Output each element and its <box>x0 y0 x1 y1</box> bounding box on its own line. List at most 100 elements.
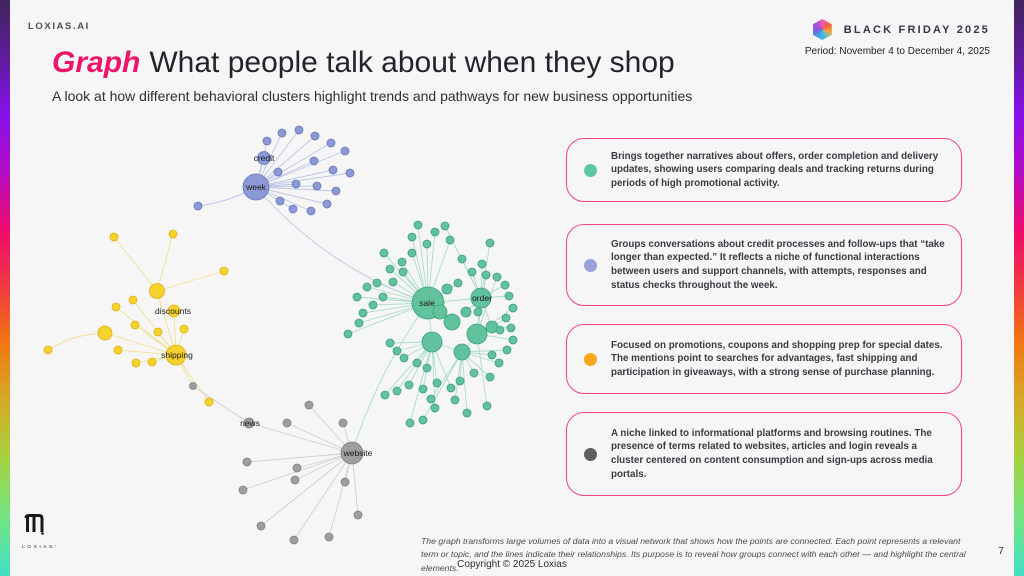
callout-text: Brings together narratives about offers,… <box>611 150 939 189</box>
graph-node <box>193 201 203 211</box>
black-friday-hexagon-icon <box>812 19 832 40</box>
graph-node <box>407 232 417 242</box>
graph-node <box>492 272 502 282</box>
graph-node <box>385 338 395 348</box>
graph-node <box>238 485 248 495</box>
graph-node <box>340 146 350 156</box>
network-graph: sale order week credit discounts shipping news… <box>43 125 518 545</box>
graph-node <box>291 179 301 189</box>
graph-node <box>453 278 463 288</box>
brand-text: LOXIAS.AI <box>28 21 90 32</box>
graph-node <box>379 248 389 258</box>
graph-node <box>362 282 372 292</box>
graph-node <box>328 165 338 175</box>
graph-node <box>432 378 442 388</box>
title-rest: What people talk about when they shop <box>149 46 675 79</box>
graph-node <box>257 151 271 165</box>
graph-node <box>485 372 495 382</box>
graph-node <box>407 248 417 258</box>
graph-node <box>494 358 504 368</box>
event-title: BLACK FRIDAY 2025 <box>843 23 990 36</box>
graph-node <box>243 417 255 429</box>
graph-node-label: sale <box>419 298 435 308</box>
graph-node <box>204 397 214 407</box>
graph-node <box>111 302 121 312</box>
graph-node <box>354 318 364 328</box>
graph-node <box>312 181 322 191</box>
graph-edge <box>260 452 353 527</box>
graph-node <box>495 325 505 335</box>
graph-node <box>388 277 398 287</box>
page-number: 7 <box>998 545 1004 557</box>
graph-node <box>340 477 350 487</box>
graph-node <box>440 221 450 231</box>
graph-node <box>504 291 514 301</box>
graph-node <box>368 300 378 310</box>
graph-node <box>179 324 189 334</box>
graph-node <box>131 358 141 368</box>
graph-node <box>422 363 432 373</box>
graph-node <box>453 343 471 361</box>
graph-node <box>380 390 390 400</box>
left-gradient-bar <box>0 0 10 576</box>
loxias-logo: LOXIAS’ <box>22 514 82 550</box>
graph-node <box>430 403 440 413</box>
graph-node <box>462 408 472 418</box>
graph-node-label: discounts <box>155 306 191 316</box>
graph-node <box>404 380 414 390</box>
callout-dot <box>584 352 597 366</box>
graph-node <box>460 306 472 318</box>
graph-node <box>426 394 436 404</box>
graph-node <box>256 521 266 531</box>
graph-node <box>385 264 395 274</box>
graph-node <box>405 418 415 428</box>
graph-node <box>113 345 123 355</box>
graph-node <box>97 325 113 341</box>
graph-node <box>147 357 157 367</box>
graph-edge <box>192 385 250 424</box>
graph-node <box>473 307 483 317</box>
graph-node <box>352 292 362 302</box>
graph-node <box>397 257 407 267</box>
period-text: Period: November 4 to December 4, 2025 <box>804 46 990 57</box>
graph-node <box>470 287 492 309</box>
callout-yellow-cluster: Focused on promotions, coupons and shopp… <box>566 324 962 394</box>
graph-node <box>378 292 388 302</box>
graph-node <box>508 303 518 313</box>
graph-node <box>432 304 448 320</box>
graph-node <box>399 353 409 363</box>
title-accent: Graph <box>52 46 141 79</box>
graph-node <box>506 323 516 333</box>
graph-node-label: week <box>245 182 267 192</box>
graph-node <box>418 384 428 394</box>
event-block: BLACK FRIDAY 2025 Period: November 4 to … <box>805 19 990 57</box>
graph-node <box>392 386 402 396</box>
graph-node <box>485 238 495 248</box>
callout-dot <box>584 447 597 461</box>
graph-node <box>500 280 510 290</box>
graph-node <box>309 156 319 166</box>
graph-node <box>469 368 479 378</box>
graph-node <box>168 229 178 239</box>
graph-edge <box>156 233 174 292</box>
graph-node <box>502 345 512 355</box>
graph-node <box>467 267 477 277</box>
graph-node <box>418 415 428 425</box>
graph-node <box>487 350 497 360</box>
graph-node <box>372 278 382 288</box>
graph-node <box>294 125 304 135</box>
graph-node-label: website <box>343 448 373 458</box>
page-title: Graph What people talk about when they sh… <box>52 46 675 79</box>
graph-node <box>290 475 300 485</box>
graph-node <box>322 199 332 209</box>
graph-node <box>392 346 402 356</box>
graph-node <box>398 267 408 277</box>
graph-node <box>430 227 440 237</box>
callout-dot <box>584 258 597 272</box>
graph-node <box>422 239 432 249</box>
callout-text: Focused on promotions, coupons and shopp… <box>611 339 943 378</box>
graph-node <box>310 131 320 141</box>
graph-node <box>481 270 491 280</box>
loxias-logo-word: LOXIAS’ <box>22 545 59 550</box>
graph-node <box>457 254 467 264</box>
